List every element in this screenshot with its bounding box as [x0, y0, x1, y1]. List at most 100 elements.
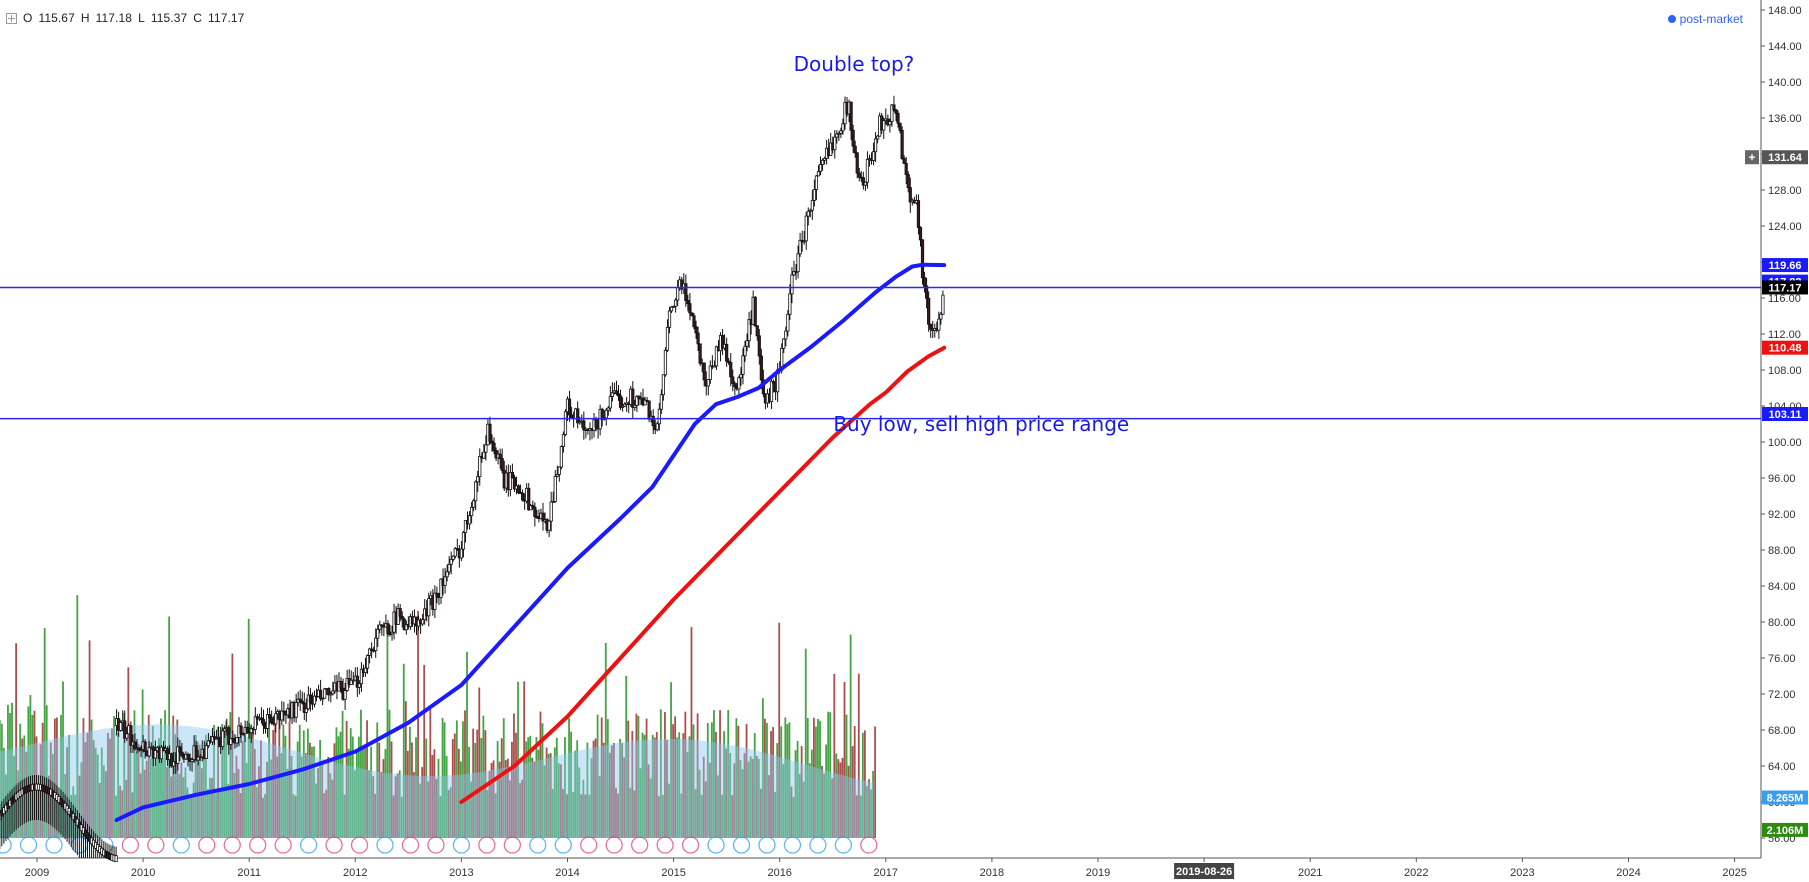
y-tick-label: 72.00: [1768, 689, 1796, 701]
volume-bar: [372, 776, 375, 838]
volume-bar: [739, 760, 742, 838]
volume-label: 8.265M: [1767, 793, 1804, 805]
candle-body: [190, 759, 194, 762]
volume-bar: [733, 763, 736, 838]
indicator-marker: [656, 836, 674, 854]
volume-bar: [145, 760, 148, 838]
volume-bar: [300, 756, 303, 838]
volume-bar: [776, 743, 779, 838]
candle-body: [451, 555, 455, 560]
volume-bar: [2, 747, 5, 838]
volume-bar: [215, 793, 217, 838]
volume-bar: [209, 777, 211, 838]
volume-bar: [796, 740, 799, 838]
candle-body: [906, 174, 910, 189]
volume-bar: [564, 737, 566, 838]
volume-bar: [455, 720, 458, 838]
volume-bar: [706, 722, 709, 838]
volume-bar: [351, 736, 354, 838]
volume-bar: [825, 744, 828, 838]
ma-slow-line: [459, 345, 947, 804]
x-tick-label: 2024: [1616, 867, 1640, 879]
x-tick-label: 2025: [1722, 867, 1746, 879]
volume-bar: [517, 681, 519, 838]
candlesticks: [0, 95, 945, 863]
volume-bar: [135, 752, 138, 838]
volume-bar: [794, 750, 797, 838]
volume-bar: [859, 795, 862, 838]
volume-bar: [496, 740, 499, 838]
volume-bar: [451, 739, 454, 838]
volume-bar: [727, 710, 730, 838]
candle-body: [453, 548, 457, 557]
volume-bars: [0, 595, 878, 854]
indicator-marker: [350, 836, 369, 854]
candle-body: [786, 313, 790, 332]
candle-body: [663, 349, 668, 376]
volume-bar: [341, 710, 344, 838]
volume-bar: [806, 718, 809, 838]
volume-bar: [488, 770, 491, 838]
candle-body: [153, 750, 157, 759]
volume-bar: [766, 723, 768, 838]
volume-bar: [319, 740, 322, 838]
volume-bar: [590, 758, 593, 838]
post-market-indicator[interactable]: post-market: [1667, 12, 1743, 26]
volume-bar: [382, 759, 385, 838]
volume-bar: [819, 720, 821, 838]
candle-body: [694, 326, 698, 334]
candle-body: [784, 330, 788, 340]
volume-bar: [815, 726, 817, 838]
candle-body: [555, 474, 559, 477]
volume-bar: [721, 794, 723, 838]
volume-bar: [100, 747, 103, 838]
y-tick-label: 96.00: [1768, 473, 1796, 485]
y-tick-label: 116.00: [1768, 293, 1801, 305]
time-axis[interactable]: 2009 2010 2011 2012 2013 2014 2015 2016 2017 2018…: [25, 858, 1747, 879]
candle-body: [714, 346, 719, 367]
candle-body: [204, 745, 208, 759]
candle-body: [147, 747, 151, 757]
volume-bar: [562, 789, 564, 838]
price-axis[interactable]: 148.00144.00140.00136.00132.00128.00124.…: [1745, 5, 1808, 845]
candle-body: [567, 398, 572, 416]
candle-body: [837, 132, 841, 135]
candle-body: [302, 702, 306, 713]
horizontal-lines[interactable]: [0, 286, 1761, 420]
candle-body: [323, 688, 327, 699]
candle-body: [304, 708, 308, 713]
volume-bar: [874, 726, 877, 838]
x-tick-label: 2017: [874, 867, 898, 879]
candle-body: [833, 136, 837, 151]
volume-bar: [610, 745, 613, 838]
volume-bar: [184, 767, 187, 838]
volume-bar: [11, 702, 13, 838]
volume-bar: [237, 768, 240, 838]
candle-body: [849, 101, 853, 131]
volume-bar: [553, 747, 556, 838]
volume-bar: [506, 758, 509, 838]
volume-bar: [690, 627, 693, 838]
candle-body: [882, 120, 886, 131]
status-dot-icon: [1667, 15, 1676, 23]
candle-body: [533, 506, 537, 517]
candle-body: [214, 737, 219, 740]
expand-icon[interactable]: [6, 12, 17, 24]
candle-body: [378, 624, 382, 630]
candle-body: [812, 189, 816, 201]
x-tick-label: 2022: [1404, 867, 1428, 879]
volume-bar: [66, 747, 69, 838]
candle-body: [894, 109, 898, 114]
volume-bar: [613, 742, 615, 838]
volume-bar: [627, 720, 630, 838]
volume-bar: [386, 624, 389, 838]
candle-body: [343, 690, 347, 700]
candle-body: [696, 332, 700, 345]
volume-bar: [378, 742, 381, 838]
volume-bar: [608, 752, 611, 838]
volume-bar: [594, 738, 597, 838]
volume-bar: [641, 732, 644, 838]
volume-bar: [529, 735, 532, 838]
volume-bar: [104, 771, 107, 838]
